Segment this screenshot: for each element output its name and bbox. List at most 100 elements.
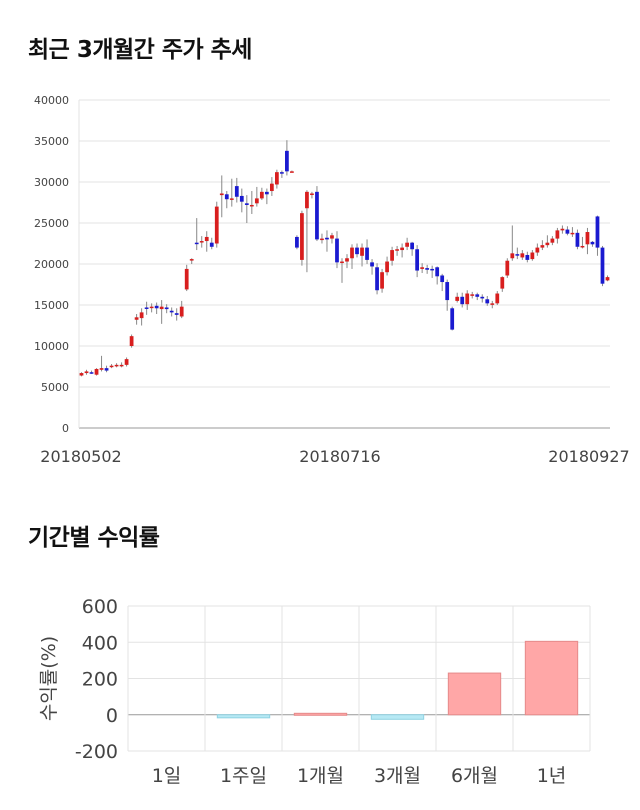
candle <box>510 225 515 261</box>
candle <box>355 243 359 258</box>
candle-body <box>94 368 99 375</box>
candle-body <box>585 232 590 245</box>
candle-body <box>500 277 505 289</box>
candle-body <box>335 238 339 263</box>
y-tick-label: 0 <box>62 422 69 435</box>
candle-body <box>264 191 269 195</box>
candle-body <box>575 232 580 247</box>
candle <box>385 256 389 276</box>
candle-body <box>234 186 239 197</box>
candle <box>79 372 84 377</box>
candle <box>244 195 249 223</box>
candle-body <box>440 275 445 283</box>
candle-body <box>375 267 379 291</box>
y-tick-label: 20000 <box>34 258 69 271</box>
candle <box>430 265 435 278</box>
candle-body <box>370 262 374 267</box>
candle-body <box>199 241 204 243</box>
candle <box>560 225 565 234</box>
candle <box>149 303 154 313</box>
candle-body <box>475 294 480 297</box>
candle <box>124 357 129 367</box>
candle-body <box>460 296 465 305</box>
candle-body <box>79 373 84 376</box>
return-bar <box>370 714 425 720</box>
candle <box>410 241 415 256</box>
candle <box>320 233 324 244</box>
candle-body <box>595 216 600 248</box>
candle-body <box>350 247 354 259</box>
return-bar <box>293 712 348 716</box>
candle-body <box>274 172 279 185</box>
candle <box>274 169 279 189</box>
candle <box>144 301 149 315</box>
candle <box>515 247 520 260</box>
candle-body <box>465 293 470 305</box>
candle <box>295 235 299 250</box>
candle <box>305 190 309 273</box>
candle <box>194 218 199 251</box>
candle <box>525 251 530 263</box>
candle-body <box>134 317 139 320</box>
candle <box>280 170 284 178</box>
candle-body <box>229 198 234 200</box>
y-tick-label: -200 <box>75 741 118 763</box>
price-trend-chart: 0 5000 10000 15000 20000 25000 30000 35000 40000… <box>34 94 630 466</box>
candle <box>209 237 214 250</box>
candle-body <box>325 237 329 240</box>
candle-body <box>239 195 244 202</box>
candle-body <box>149 306 154 309</box>
candle-body <box>560 228 565 231</box>
candle <box>119 362 124 368</box>
candle-body <box>219 193 224 196</box>
candle <box>315 186 319 242</box>
y-tick-label: 30000 <box>34 176 69 189</box>
candle <box>405 237 409 251</box>
candle-body <box>204 236 209 242</box>
candle-body <box>510 253 515 259</box>
candle <box>259 187 264 201</box>
candle <box>590 241 595 247</box>
candle-body <box>405 242 409 247</box>
candle <box>570 227 575 237</box>
candle <box>239 188 244 213</box>
candle-body <box>420 267 425 269</box>
candle <box>300 210 304 266</box>
candle-body <box>535 247 540 253</box>
candle <box>360 243 364 267</box>
x-tick-label: 1주일 <box>220 765 267 787</box>
candle <box>169 307 174 317</box>
candle-body <box>154 305 159 309</box>
candle-body <box>119 364 124 367</box>
candle-body <box>445 282 450 301</box>
candle <box>134 314 139 325</box>
candle-body <box>269 183 274 192</box>
candle-body <box>89 372 94 374</box>
candle <box>565 226 570 236</box>
candle <box>224 191 229 209</box>
candle-body <box>169 310 174 313</box>
candle <box>500 276 505 292</box>
candle <box>254 186 259 207</box>
candle-body <box>425 268 430 270</box>
candle <box>340 258 344 283</box>
candle <box>455 292 460 303</box>
candle-body <box>320 238 324 241</box>
candle-body <box>254 198 259 204</box>
candle <box>595 215 600 256</box>
y-tick-label: 25000 <box>34 217 69 230</box>
candle-body <box>590 241 595 245</box>
candle-body <box>315 191 319 240</box>
candle-body <box>580 245 585 248</box>
candle-body <box>380 272 384 289</box>
candle <box>530 250 535 261</box>
x-tick-label: 20180716 <box>299 447 380 466</box>
candle <box>585 227 590 255</box>
candle <box>174 308 179 321</box>
candle <box>415 245 420 278</box>
candle-body <box>300 213 304 260</box>
candle-body <box>144 307 149 309</box>
candle-body <box>430 268 435 271</box>
candle-body <box>365 247 369 260</box>
y-axis-label: 수익률(%) <box>38 636 60 721</box>
